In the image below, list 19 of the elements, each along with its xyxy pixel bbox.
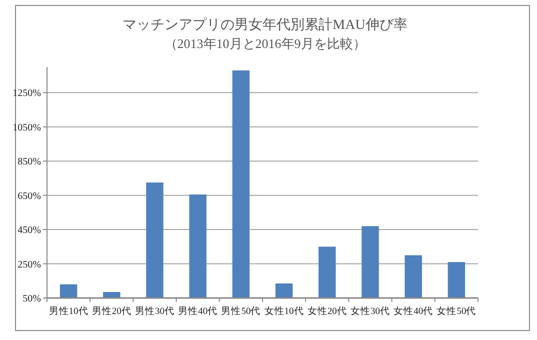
- x-tick-label: 男性20代: [92, 305, 132, 317]
- x-tick-label: 女性50代: [436, 305, 476, 317]
- x-tick-label: 女性20代: [307, 305, 347, 317]
- chart-title: マッチンアプリの男女年代別累計MAU伸び率: [122, 17, 408, 33]
- y-tick-label: 1050%: [12, 122, 41, 134]
- y-tick-label: 1250%: [12, 88, 41, 100]
- x-tick-label: 男性40代: [178, 305, 218, 317]
- x-tick-label: 男性10代: [48, 305, 88, 317]
- x-tick-label: 女性40代: [394, 305, 434, 317]
- y-tick-label: 50%: [22, 294, 41, 304]
- x-tick-label: 女性10代: [264, 305, 304, 317]
- x-tick-label: 女性30代: [350, 305, 390, 317]
- y-tick-label: 450%: [18, 225, 41, 236]
- x-tick-label: 男性50代: [221, 305, 261, 317]
- chart-subtitle: （2013年10月と2016年9月を比較）: [164, 36, 366, 51]
- y-tick-label: 850%: [18, 156, 41, 168]
- x-tick-label: 男性30代: [135, 305, 174, 317]
- y-tick-label: 250%: [18, 259, 41, 270]
- y-tick-label: 650%: [18, 190, 41, 202]
